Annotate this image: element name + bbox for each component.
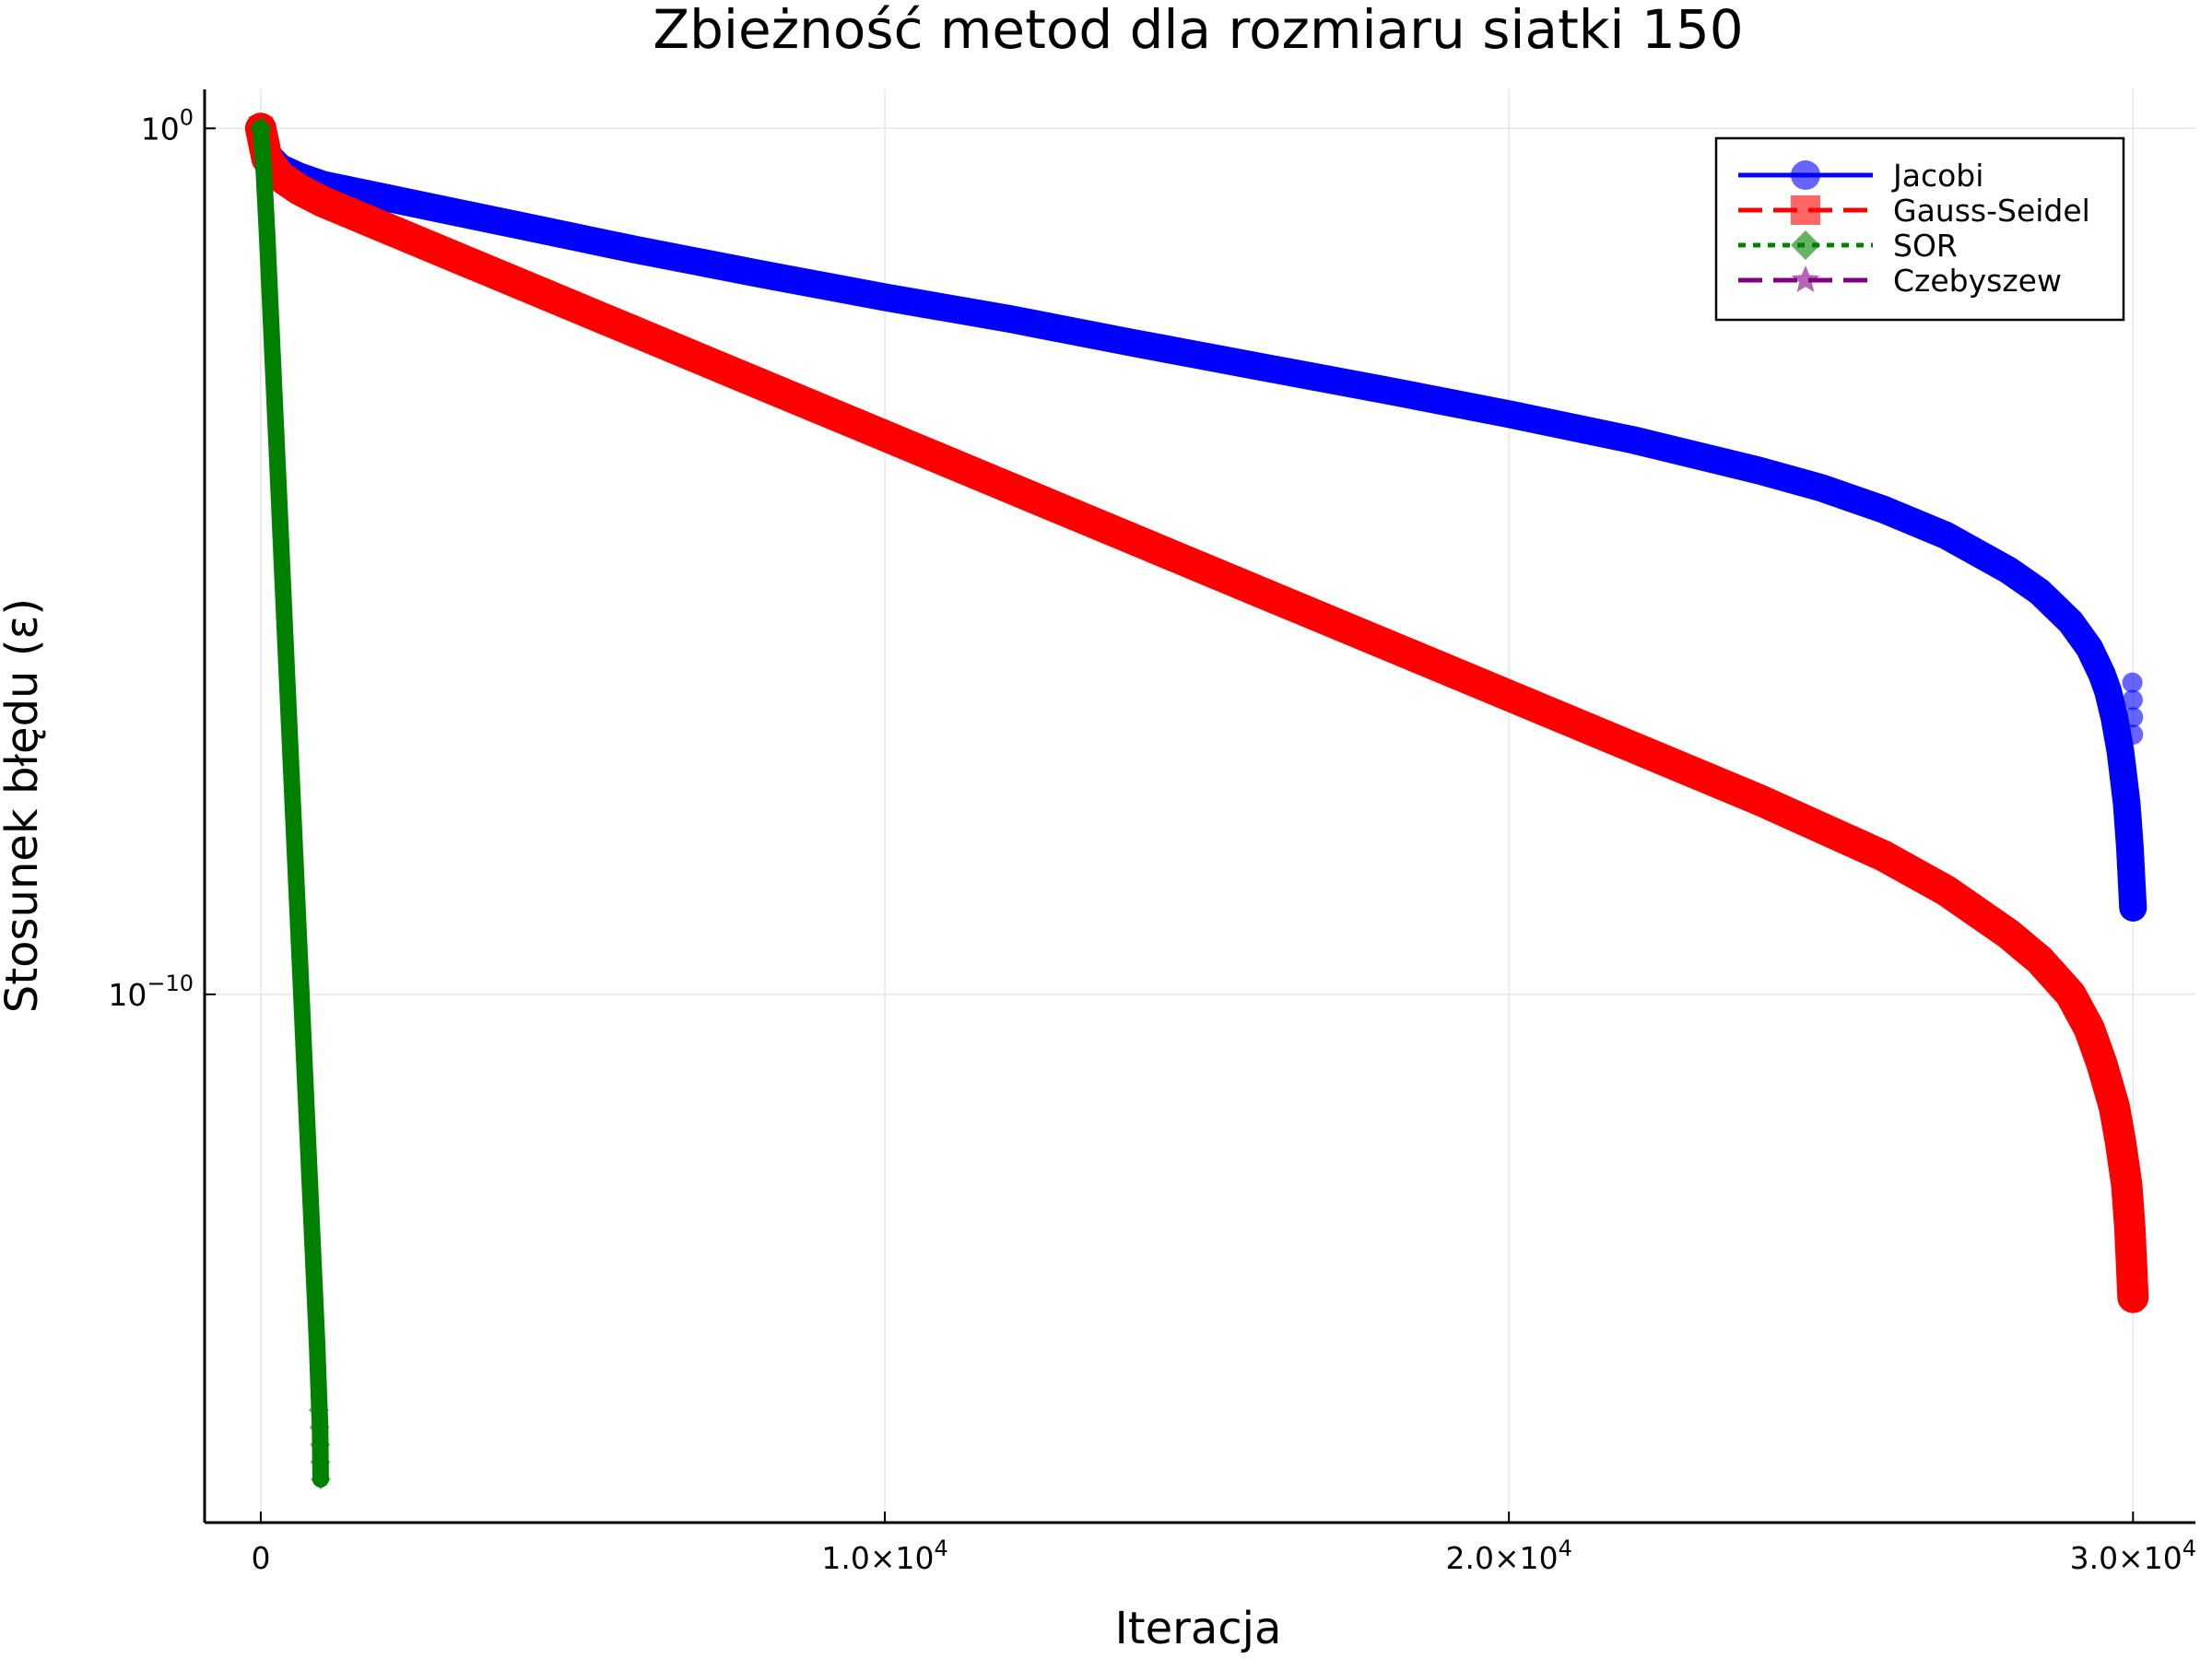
- series-line: [244, 112, 2149, 1313]
- series-line: [246, 114, 2147, 922]
- x-tick-label: 3.0×104: [2070, 1535, 2196, 1576]
- legend-label: Gauss-Seidel: [1893, 193, 2090, 229]
- data-point: [2123, 724, 2144, 745]
- data-point: [2122, 689, 2143, 711]
- x-tick-label: 2.0×104: [1445, 1535, 1571, 1576]
- axes: [203, 89, 2195, 1524]
- x-tick-label: 1.0×104: [821, 1535, 947, 1576]
- data-point: [2123, 1200, 2144, 1221]
- data-point: [2123, 1230, 2144, 1252]
- chart-title: Zbieżność metod dla rozmiaru siatki 150: [653, 0, 1743, 61]
- legend-item-czebyszew: Czebyszew: [1738, 263, 2062, 299]
- y-axis-label: Stosunek błędu (ε): [0, 598, 48, 1013]
- legend-marker: [1791, 160, 1820, 190]
- plot-series: [244, 112, 2149, 1490]
- series-tail: [2127, 847, 2136, 909]
- data-point: [309, 1417, 330, 1438]
- legend-label: SOR: [1893, 228, 1958, 264]
- y-tick-label: 10−10: [108, 971, 194, 1013]
- data-point: [2123, 1278, 2144, 1300]
- legend-marker: [1791, 265, 1820, 292]
- legend-item-gauss-seidel: Gauss-Seidel: [1738, 193, 2090, 229]
- data-point: [248, 116, 273, 141]
- y-tick-label: 100: [141, 104, 194, 147]
- legend-box: [1714, 136, 2125, 322]
- data-point: [2123, 707, 2144, 728]
- data-point: [310, 1452, 331, 1473]
- legend-label: Czebyszew: [1893, 263, 2062, 299]
- x-tick-label: 0: [251, 1540, 270, 1576]
- x-axis-label: Iteracja: [1115, 1603, 1282, 1654]
- data-point: [310, 1469, 331, 1490]
- legend-item-sor: SOR: [1738, 228, 1958, 264]
- tick-labels: 0 1.0×104 2.0×104 3.0×104 100 10−10: [108, 104, 2196, 1576]
- data-point: [2122, 672, 2143, 693]
- data-point: [308, 1399, 329, 1420]
- series-sor: [248, 116, 331, 1490]
- series-jacobi: [246, 114, 2147, 922]
- legend-item-jacobi: Jacobi: [1738, 158, 1983, 194]
- grid: [205, 89, 2195, 1523]
- data-point: [2123, 1253, 2144, 1274]
- legend-label: Jacobi: [1891, 158, 1983, 194]
- legend-marker: [1791, 230, 1820, 260]
- legend-marker: [1791, 195, 1820, 225]
- data-point: [310, 1434, 331, 1455]
- series-line: [252, 120, 329, 1488]
